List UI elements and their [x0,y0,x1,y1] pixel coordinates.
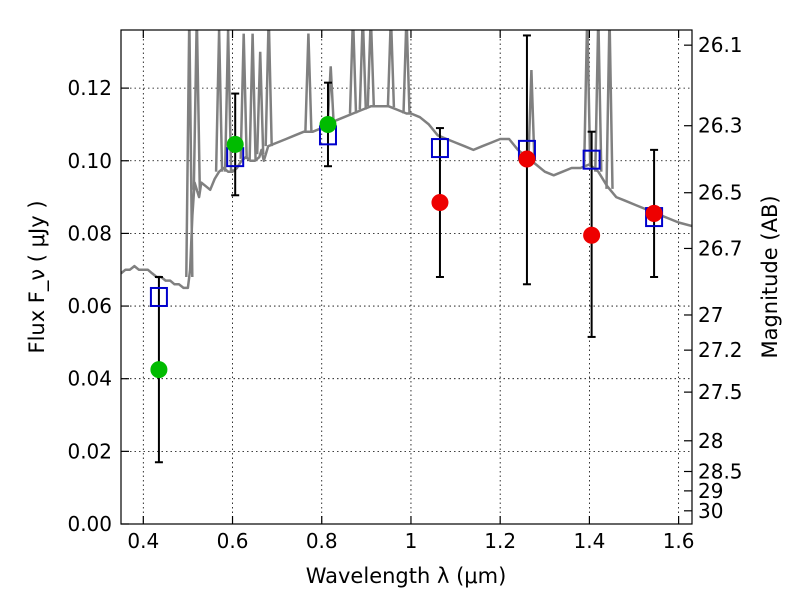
y2-tick-label: 26.5 [698,181,743,205]
tick-layer [121,30,692,525]
emission-line [358,30,368,110]
y-tick-label: 0.06 [67,294,112,318]
emission-line [386,30,396,108]
emission-line [264,30,273,147]
y2-tick-label: 27.2 [698,338,743,362]
x-tick-label: 0.4 [127,529,159,553]
emission-line [527,69,536,161]
y-axis-label: Flux F_ν ( μJy ) [25,200,50,353]
y-tick-label: 0.02 [67,439,112,463]
x-tick-label: 1.4 [573,529,605,553]
emission-line [304,33,313,132]
emission-line [582,30,592,166]
observed-point-red [583,226,601,244]
y2-tick-label: 26.7 [698,236,743,260]
observed-point-red [645,204,663,222]
model-photometry-layer [149,125,664,307]
emission-line [605,30,614,189]
y-tick-label: 0.12 [67,76,112,100]
model-photometry-square [430,138,449,159]
x-tick-label: 1.2 [484,529,516,553]
emission-line [255,51,265,155]
emission-line [248,33,257,161]
observed-point-red [431,194,449,212]
observed-point-green [319,115,337,133]
observed-points-layer [150,115,663,379]
model-photometry-square [149,286,168,307]
y-tick-label: 0.04 [67,367,112,391]
observed-point-green [150,361,168,379]
model-spectrum-layer [121,30,692,290]
observed-point-green [226,135,244,153]
emission-line [402,30,411,114]
x-tick-label: 1.6 [663,529,695,553]
emission-line [192,30,202,190]
emission-line [239,33,248,159]
y-tick-label: 0.00 [67,512,112,536]
emission-line [185,30,194,278]
y-tick-label: 0.10 [67,149,112,173]
x-tick-label: 0.6 [217,529,249,553]
grid-layer [121,30,692,524]
y2-tick-label: 26.1 [698,33,743,57]
emission-line [348,30,358,114]
model-photometry-square [582,149,601,170]
y2-tick-label: 30 [698,499,723,523]
x-axis-label: Wavelength λ (μm) [306,564,507,588]
emission-line [366,30,376,107]
emission-line [223,30,233,172]
y-tick-label: 0.08 [67,221,112,245]
y2-tick-label: 28.5 [698,459,743,483]
tick-label-layer: 0.4 0.6 0.8 1 1.2 1.4 1.6 0.00 0.02 0.04 0.06 0.08 0… [67,33,742,553]
emission-line [594,30,603,172]
y2-axis-label: Magnitude (AB) [758,195,782,358]
plot-frame [120,29,693,525]
y2-tick-label: 27 [698,303,723,327]
y2-tick-label: 26.3 [698,114,743,138]
y2-tick-label: 27.5 [698,380,743,404]
y2-tick-label: 29 [698,479,723,503]
y-axis-label-text: Flux F_ν ( μJy ) [25,200,50,353]
y2-tick-label: 28 [698,429,723,453]
x-tick-label: 1 [405,529,418,553]
x-tick-label: 0.8 [306,529,338,553]
observed-point-red [518,150,536,168]
emission-line [214,30,224,172]
